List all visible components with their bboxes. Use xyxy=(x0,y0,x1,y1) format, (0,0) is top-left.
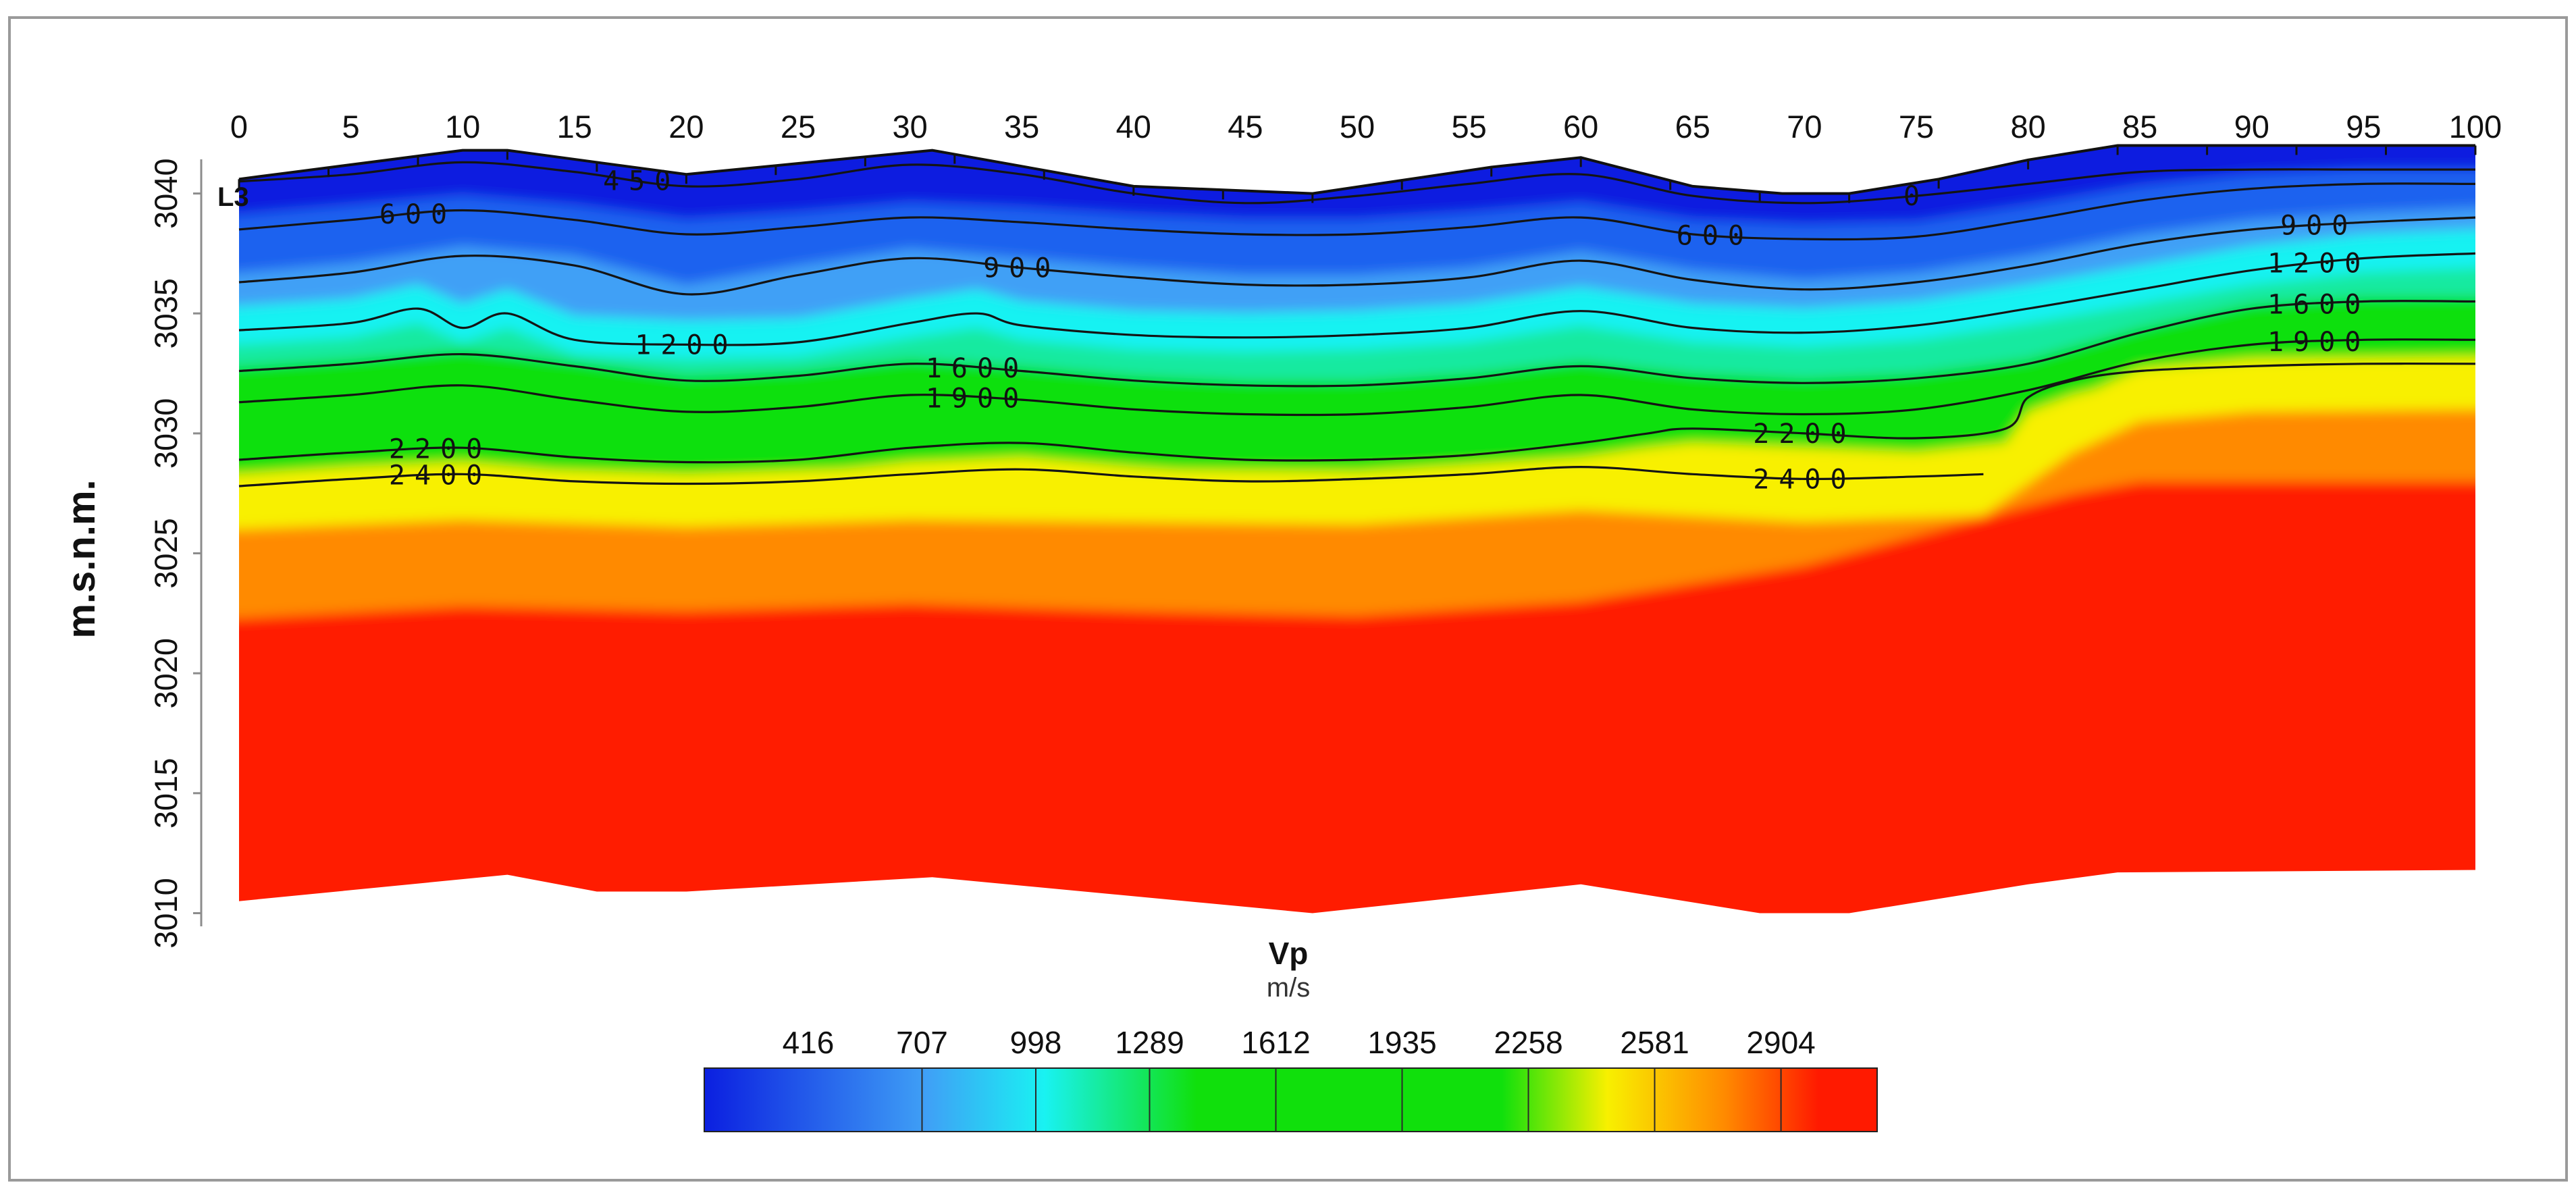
x-tick-label: 35 xyxy=(1004,109,1039,144)
contour-label-1900-0: 1900 xyxy=(926,383,1028,414)
x-tick-label: 75 xyxy=(1899,109,1934,144)
contour-label-900-0: 900 xyxy=(983,253,1060,284)
velocity-section xyxy=(239,145,2475,914)
x-tick-label: 0 xyxy=(230,109,248,144)
contour-label-2200-1: 2200 xyxy=(1753,419,1856,450)
colorbar-tick-label: 2904 xyxy=(1746,1025,1815,1060)
x-tick-label: 5 xyxy=(342,109,360,144)
contour-label-450-1: 0 xyxy=(1903,181,1929,212)
contour-label-1200-0: 1200 xyxy=(635,329,737,361)
contour-line-1200 xyxy=(238,252,2476,346)
x-tick-label: 45 xyxy=(1228,109,1263,144)
x-tick-label: 25 xyxy=(781,109,816,144)
contour-line-2200 xyxy=(238,362,2476,464)
contour-label-1900-1: 1900 xyxy=(2267,327,2370,358)
contour-lines xyxy=(238,161,2476,487)
y-tick-label: 3025 xyxy=(148,518,184,589)
contour-line-1900 xyxy=(238,338,2476,417)
colorbar-tick-label: 2258 xyxy=(1494,1025,1562,1060)
contour-line-2400 xyxy=(238,465,1984,487)
colorbar-tick-label: 2581 xyxy=(1620,1025,1689,1060)
x-tick-label: 55 xyxy=(1451,109,1486,144)
x-tick-label: 70 xyxy=(1787,109,1822,144)
colorbar-tick-label: 1289 xyxy=(1115,1025,1184,1060)
y-tick-label: 3010 xyxy=(148,878,184,949)
x-tick-label: 10 xyxy=(445,109,480,144)
contour-label-1600-1: 1600 xyxy=(2267,290,2370,321)
colorbar-tick-label: 998 xyxy=(1010,1025,1062,1060)
contour-label-2200-0: 2200 xyxy=(389,434,492,465)
x-tick-label: 15 xyxy=(557,109,592,144)
colorbar-tick-label: 416 xyxy=(783,1025,835,1060)
x-tick-label: 40 xyxy=(1116,109,1151,144)
y-tick-label: 3020 xyxy=(148,638,184,709)
contour-line-450 xyxy=(238,161,2475,205)
contour-label-900-1: 900 xyxy=(2280,211,2357,242)
band-red xyxy=(239,481,2475,914)
x-axis: 0 5 10 15 20 25 30 35 40 45 50 55 60 65 70 75 80 85 90 95 10… xyxy=(230,109,2502,144)
colorbar-units: m/s xyxy=(1267,973,1310,1003)
contour-label-1200-1: 1200 xyxy=(2267,248,2370,280)
x-tick-label: 100 xyxy=(2449,109,2502,144)
colorbar: Vp m/s 416 707 998 1289 1612 1935 2258 2581 2904 xyxy=(704,936,1878,1132)
contour-label-2400-0: 2400 xyxy=(389,460,492,492)
geophone-ticks xyxy=(238,145,2477,203)
x-tick-label: 65 xyxy=(1675,109,1710,144)
x-tick-label: 60 xyxy=(1563,109,1598,144)
colorbar-tick-label: 1935 xyxy=(1367,1025,1436,1060)
contour-label-600-1: 600 xyxy=(1677,220,1754,251)
x-tick-label: 85 xyxy=(2122,109,2157,144)
contour-label-1600-0: 1600 xyxy=(926,353,1028,384)
y-tick-label: 3015 xyxy=(148,758,184,829)
y-axis-title: m.s.n.m. xyxy=(59,479,103,638)
x-tick-label: 80 xyxy=(2010,109,2045,144)
contour-line-900 xyxy=(238,216,2476,296)
profile-label: L3 xyxy=(217,182,249,212)
x-tick-label: 30 xyxy=(892,109,927,144)
colorbar-gradient xyxy=(704,1067,1878,1132)
contour-labels: 450 0600600900900120012001600160019001900… xyxy=(379,165,2370,495)
contour-line-600 xyxy=(238,182,2476,241)
outer-border xyxy=(8,16,2568,1182)
x-tick-label: 50 xyxy=(1340,109,1375,144)
contour-line-1600 xyxy=(238,300,2476,388)
y-axis: 3040 3035 3030 3025 3020 3015 3010 xyxy=(148,158,203,949)
y-tick-label: 3040 xyxy=(148,158,184,229)
x-tick-label: 20 xyxy=(668,109,704,144)
colorbar-tick-label: 1612 xyxy=(1241,1025,1310,1060)
x-tick-label: 90 xyxy=(2234,109,2269,144)
colorbar-title: Vp xyxy=(1269,936,1309,971)
contour-label-450-0: 450 xyxy=(603,165,680,196)
y-tick-label: 3035 xyxy=(148,278,184,349)
contour-label-600-0: 600 xyxy=(379,199,456,230)
x-tick-label: 95 xyxy=(2346,109,2381,144)
colorbar-tick-label: 707 xyxy=(896,1025,948,1060)
contour-label-2400-1: 2400 xyxy=(1753,464,1856,495)
y-tick-label: 3030 xyxy=(148,398,184,469)
